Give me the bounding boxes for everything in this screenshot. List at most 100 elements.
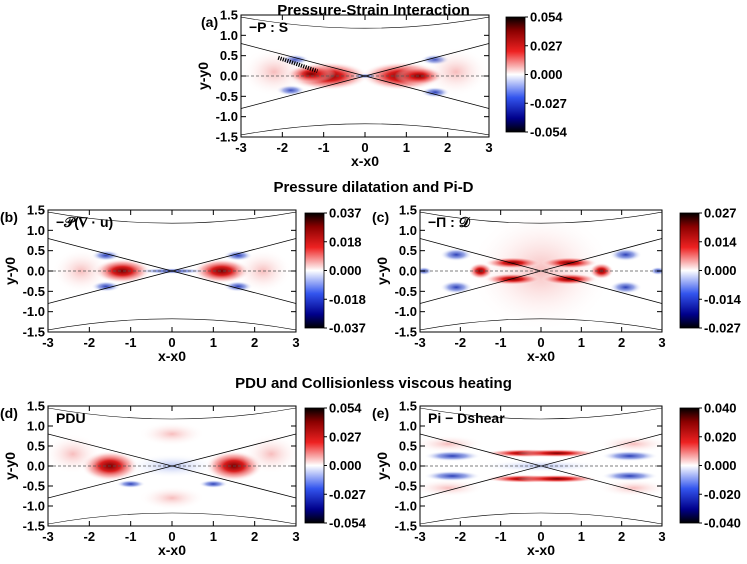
y-tick-label: 0.0	[27, 264, 45, 279]
y-tick-label: 0.5	[27, 243, 45, 258]
colorbar-tick-label: -0.037	[329, 321, 366, 336]
flux-contour	[420, 318, 662, 331]
colorbar-tick-label: -0.027	[329, 487, 366, 502]
y-tick-label: -1.5	[395, 325, 417, 340]
heatmap-panel-0: -3 -2 -1 0 1 2 3 1.5 1.0 0.5 0.0 -0.5 -1.0 -1.5 x-x0 y-…	[195, 8, 568, 170]
flux-contour	[241, 16, 489, 29]
y-tick-label: 1.5	[27, 203, 45, 218]
y-tick-label: 1.0	[27, 419, 45, 434]
x-tick-label: 3	[292, 529, 299, 544]
heatmap-structure-1	[516, 449, 598, 458]
colorbar	[679, 407, 700, 524]
heatmap-structure-3	[516, 474, 598, 483]
colorbar-tick-label: -0.027	[530, 96, 567, 111]
x-tick-label: -2	[455, 335, 467, 350]
panel-letter: (a)	[201, 14, 218, 30]
flux-contour	[241, 123, 489, 136]
x-tick-label: 2	[618, 529, 625, 544]
y-axis-label: y-y0	[374, 257, 390, 285]
x-tick-label: 1	[210, 335, 217, 350]
heatmap-panel-3: -3 -2 -1 0 1 2 3 1.5 1.0 0.5 0.0 -0.5 -1.0 -1.5 x-x0 y-…	[0, 399, 367, 559]
x-tick-label: -1	[125, 335, 137, 350]
panel-letter: (c)	[372, 209, 389, 225]
colorbar-tick-label: 0.000	[329, 458, 362, 473]
colorbar-tick-label: 0.000	[704, 458, 737, 473]
x-tick-label: 0	[537, 335, 544, 350]
heatmap-panel-2: -3 -2 -1 0 1 2 3 1.5 1.0 0.5 0.0 -0.5 -1.0 -1.5 x-x0 y-…	[372, 203, 742, 365]
y-tick-label: -1.0	[395, 304, 417, 319]
y-tick-label: 0.5	[399, 243, 417, 258]
colorbar-tick-label: 0.000	[530, 67, 563, 82]
x-tick-label: 1	[210, 529, 217, 544]
heatmap-structure-1	[484, 257, 541, 269]
colorbar-tick-label: 0.018	[329, 234, 362, 249]
heatmap-structure-3	[484, 273, 541, 285]
x-axis-label: x-x0	[351, 153, 379, 169]
x-tick-label: 2	[251, 335, 258, 350]
x-tick-label: 2	[251, 529, 258, 544]
heatmap-structure-9	[422, 47, 489, 97]
heatmap-structure-7	[52, 248, 110, 294]
x-tick-label: -3	[414, 529, 426, 544]
colorbar-tick-label: 0.054	[329, 401, 362, 416]
separatrix-line	[48, 433, 296, 499]
flux-contour	[48, 318, 296, 331]
panel-quantity-label: −P : S	[249, 19, 288, 35]
colorbar-tick-label: 0.014	[704, 234, 737, 249]
x-axis-label: x-x0	[158, 542, 186, 558]
colorbar	[304, 212, 325, 329]
heatmap-structure-4	[541, 273, 598, 285]
colorbar-tick-label: 0.054	[530, 10, 563, 25]
y-tick-label: -0.5	[23, 284, 45, 299]
y-tick-label: -1.5	[395, 519, 417, 534]
x-tick-label: -3	[42, 529, 54, 544]
cut-marker	[277, 55, 319, 74]
x-tick-label: -2	[277, 140, 289, 155]
x-tick-label: 1	[578, 529, 585, 544]
x-tick-label: 0	[537, 529, 544, 544]
y-tick-label: 0.0	[27, 459, 45, 474]
y-tick-label: -0.5	[216, 89, 238, 104]
colorbar-tick-label: -0.027	[704, 321, 741, 336]
heatmap-structure-7	[597, 479, 662, 497]
y-tick-label: -0.5	[395, 479, 417, 494]
y-tick-label: 1.5	[220, 8, 238, 23]
colorbar-tick-label: 0.020	[704, 429, 737, 444]
y-tick-label: -0.5	[395, 284, 417, 299]
heatmap-structure-10	[601, 450, 658, 462]
heatmap-structure-7	[440, 248, 473, 262]
x-axis-label: x-x0	[527, 348, 555, 364]
x-tick-label: 3	[292, 335, 299, 350]
heatmap-structure-2	[541, 257, 598, 269]
colorbar	[679, 212, 700, 329]
y-tick-label: 1.5	[399, 399, 417, 414]
heatmap-structure-11	[424, 470, 481, 482]
separatrix-line	[48, 238, 296, 304]
y-tick-label: 1.5	[27, 399, 45, 414]
y-axis-label: y-y0	[2, 257, 18, 285]
panel-quantity-label: −Π : 𝒟	[428, 214, 471, 230]
x-tick-label: 0	[361, 140, 368, 155]
colorbar-tick-label: -0.020	[704, 487, 741, 502]
x-tick-label: 2	[444, 140, 451, 155]
y-axis-label: y-y0	[195, 62, 211, 90]
y-tick-label: -1.0	[395, 499, 417, 514]
heatmap-structure-9	[424, 450, 481, 462]
heatmap-structure-7	[116, 480, 146, 488]
y-tick-label: -1.5	[23, 325, 45, 340]
y-tick-label: 1.0	[399, 419, 417, 434]
y-tick-label: -1.0	[23, 304, 45, 319]
colorbar-tick-label: -0.054	[329, 516, 367, 531]
colorbar	[505, 16, 526, 133]
flux-contour	[420, 512, 662, 525]
y-tick-label: 0.5	[27, 439, 45, 454]
y-axis-label: y-y0	[2, 452, 18, 480]
heatmap-structure-8	[241, 47, 308, 97]
x-tick-label: -1	[125, 529, 137, 544]
y-tick-label: -0.5	[23, 479, 45, 494]
x-tick-label: -3	[414, 335, 426, 350]
x-tick-label: 0	[168, 335, 175, 350]
x-tick-label: 1	[403, 140, 410, 155]
y-axis-label: y-y0	[374, 452, 390, 480]
